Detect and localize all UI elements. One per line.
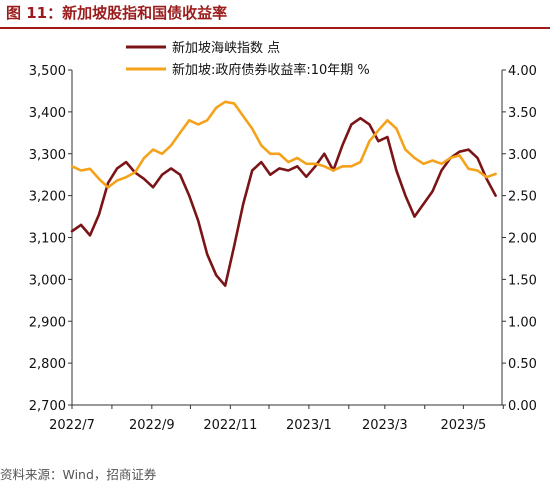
figure-title: 图 11：新加坡股指和国债收益率 [6,4,228,22]
legend-label: 新加坡海峡指数 点 [172,40,280,56]
series-line-straits-times-index [70,116,497,288]
left-tick-label: 2,800 [29,357,66,372]
right-tick-label: 2.50 [508,190,537,205]
left-tick-label: 2,900 [29,315,66,330]
right-tick-label: 0.00 [508,399,537,414]
series-layer [70,100,497,288]
x-tick-label: 2022/7 [49,418,95,433]
right-tick-label: 1.50 [508,273,537,288]
left-tick-label: 3,400 [29,106,66,121]
left-tick-label: 3,500 [29,64,66,79]
title-divider [0,27,550,29]
x-tick-label: 2023/5 [441,418,487,433]
left-tick-label: 3,100 [29,232,66,247]
left-tick-label: 3,300 [29,148,66,163]
right-tick-label: 1.00 [508,315,537,330]
x-tick-label: 2022/9 [129,418,175,433]
right-tick-label: 0.50 [508,357,537,372]
x-tick-label: 2023/1 [286,418,332,433]
right-tick-label: 2.00 [508,232,537,247]
x-tick-label: 2022/11 [203,418,257,433]
axes: 2,700 2,800 2,900 3,000 3,100 3,200 3,300 3,400… [29,64,537,433]
left-tick-label: 3,200 [29,190,66,205]
right-tick-label: 3.50 [508,106,537,121]
series-line-10y-yield [70,100,497,189]
legend-label: 新加坡:政府债券收益率:10年期 % [172,62,370,78]
left-tick-label: 3,000 [29,273,66,288]
right-tick-label: 4.00 [508,64,537,79]
right-tick-label: 3.00 [508,148,537,163]
left-tick-label: 2,700 [29,399,66,414]
x-tick-label: 2023/3 [362,418,408,433]
source-note: 资料来源：Wind，招商证券 [0,467,157,482]
